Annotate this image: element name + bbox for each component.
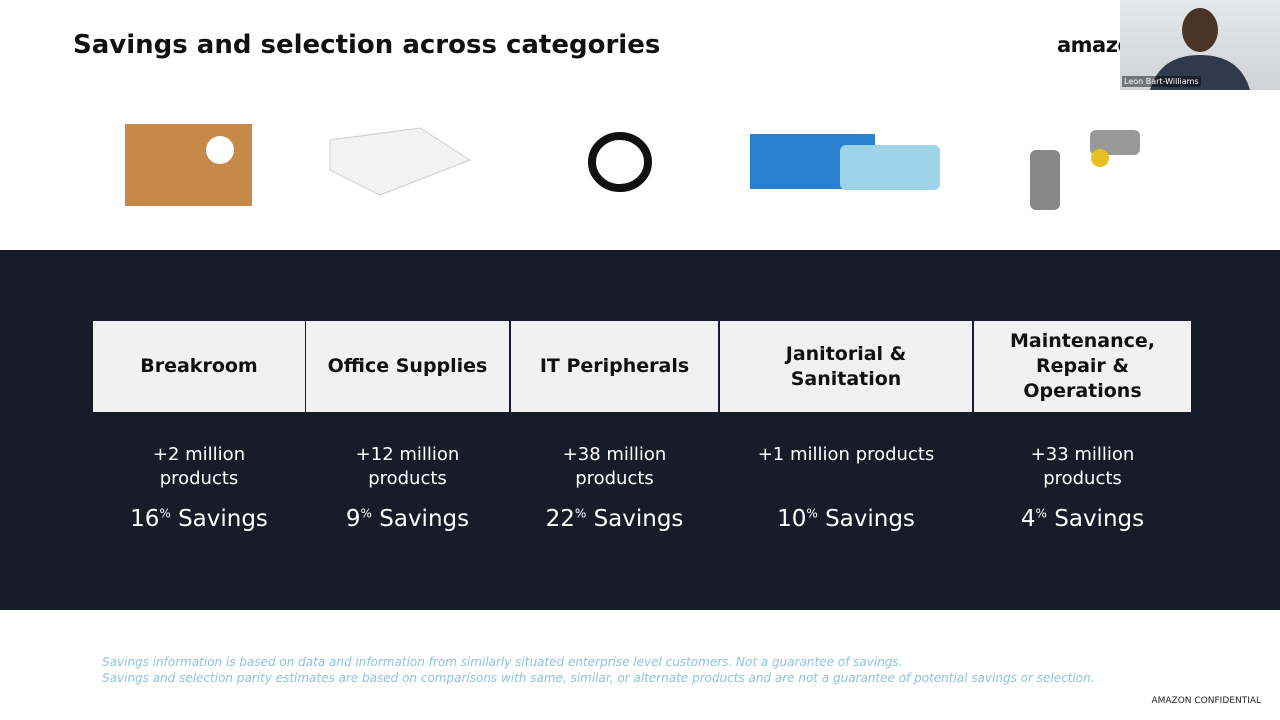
savings-unit: % bbox=[360, 506, 372, 521]
savings: 4% Savings bbox=[974, 506, 1191, 532]
category-column: Maintenance, Repair & Operations +33 mill… bbox=[974, 321, 1191, 551]
category-column: Janitorial & Sanitation +1 million produc… bbox=[720, 321, 972, 551]
savings-label: Savings bbox=[178, 506, 268, 532]
presenter bbox=[1150, 8, 1250, 90]
slide-title: Savings and selection across categories bbox=[73, 30, 661, 60]
savings-label: Savings bbox=[593, 506, 684, 532]
cable bbox=[588, 132, 652, 192]
product-count: +12 million products bbox=[355, 444, 460, 489]
category-column: Office Supplies +12 million products 9% Sa… bbox=[306, 321, 509, 551]
category-column: Breakroom +2 million products 16% Savings bbox=[93, 321, 305, 551]
category-name: Maintenance, Repair & Operations bbox=[974, 321, 1191, 412]
savings-unit: % bbox=[806, 506, 818, 521]
savings-unit: % bbox=[1035, 506, 1047, 521]
savings-value: 9 bbox=[345, 506, 361, 532]
savings: 9% Savings bbox=[306, 506, 509, 532]
savings-value: 4 bbox=[1020, 506, 1036, 532]
product-count: +1 million products bbox=[757, 444, 935, 465]
presenter-name: Leon Bart-Williams bbox=[1122, 76, 1201, 87]
valve bbox=[1090, 130, 1140, 155]
savings: 16% Savings bbox=[93, 506, 305, 532]
dark-band bbox=[0, 250, 1280, 610]
product-count: +2 million products bbox=[152, 444, 246, 489]
footnotes: Savings information is based on data and… bbox=[102, 654, 1094, 686]
product-count: +38 million products bbox=[562, 444, 667, 489]
category-name: Breakroom bbox=[93, 321, 305, 412]
category-name: IT Peripherals bbox=[511, 321, 718, 412]
savings-label: Savings bbox=[379, 506, 470, 532]
savings-unit: % bbox=[159, 506, 171, 521]
paper-box bbox=[329, 127, 472, 196]
masks bbox=[840, 145, 940, 190]
coffee-cup bbox=[206, 136, 234, 164]
category-name: Office Supplies bbox=[306, 321, 509, 412]
valve-fitting bbox=[1091, 149, 1109, 167]
category-name: Janitorial & Sanitation bbox=[720, 321, 972, 412]
product-images bbox=[125, 124, 1140, 210]
footnote: Savings information is based on data and… bbox=[102, 655, 903, 669]
webcam: Leon Bart-Williams bbox=[1120, 0, 1280, 90]
savings-value: 16 bbox=[130, 506, 160, 532]
valve bbox=[1030, 150, 1060, 210]
savings-value: 10 bbox=[777, 506, 807, 532]
savings-unit: % bbox=[574, 506, 587, 521]
coffee-box bbox=[125, 124, 252, 206]
savings: 10% Savings bbox=[720, 506, 972, 532]
category-column: IT Peripherals +38 million products 22% Sa… bbox=[511, 321, 718, 551]
savings-label: Savings bbox=[1054, 506, 1145, 532]
savings-label: Savings bbox=[825, 506, 915, 532]
footnote: Savings and selection parity estimates a… bbox=[102, 671, 1095, 685]
product-count: +33 million products bbox=[1030, 444, 1135, 489]
savings: 22% Savings bbox=[511, 506, 718, 532]
savings-value: 22 bbox=[545, 506, 575, 532]
confidential: AMAZON CONFIDENTIAL bbox=[1151, 696, 1261, 706]
